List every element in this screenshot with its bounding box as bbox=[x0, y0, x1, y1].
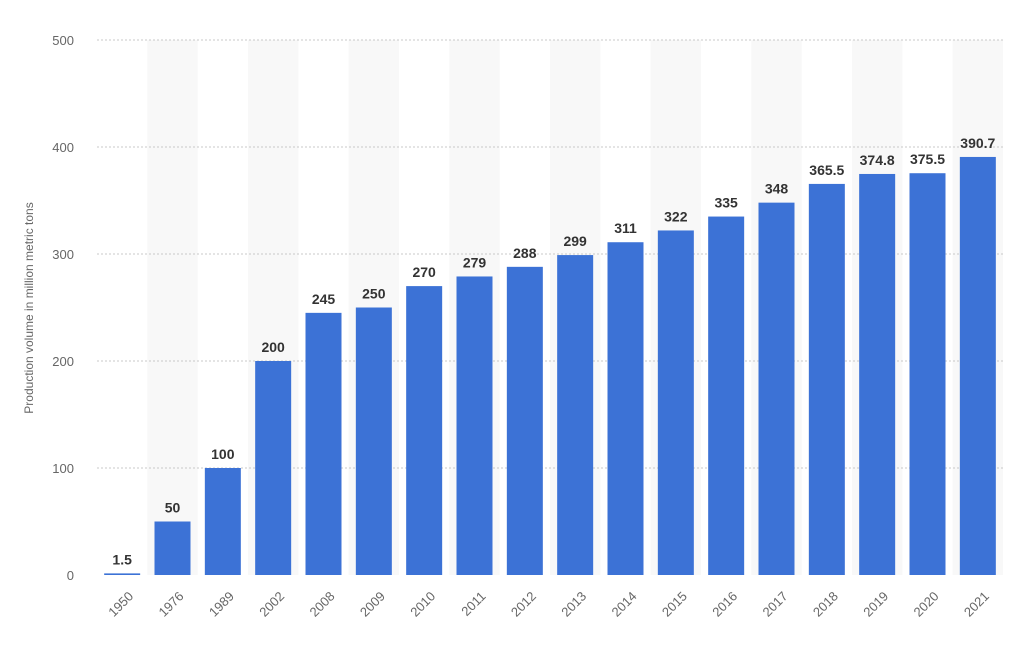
x-tick-label: 2021 bbox=[961, 589, 992, 620]
bar-1950 bbox=[104, 573, 141, 575]
x-tick-label: 2013 bbox=[558, 589, 589, 620]
x-tick-label: 2015 bbox=[659, 589, 690, 620]
bar-2010 bbox=[406, 286, 443, 575]
bar-2011 bbox=[456, 276, 493, 575]
y-tick-label: 400 bbox=[52, 140, 74, 155]
bar-2015 bbox=[657, 230, 694, 575]
gridlines bbox=[97, 39, 1003, 469]
value-label: 1.5 bbox=[112, 551, 132, 567]
x-axis-ticks: 1950 1976 1989 2002 2008 2009 2010 2011 2012 2013… bbox=[105, 589, 992, 620]
value-label: 270 bbox=[412, 264, 436, 280]
x-tick-label: 2012 bbox=[508, 589, 539, 620]
value-label: 348 bbox=[765, 181, 789, 197]
bar-2013 bbox=[557, 255, 594, 575]
y-axis-title: Production volume in million metric tons bbox=[22, 202, 36, 413]
value-label: 200 bbox=[261, 339, 285, 355]
value-labels: 1.5 50 100 200 245 250 270 279 288 299 311 322 335 34… bbox=[112, 135, 995, 567]
value-label: 250 bbox=[362, 286, 386, 302]
x-tick-label: 2008 bbox=[307, 589, 338, 620]
y-tick-label: 100 bbox=[52, 461, 74, 476]
value-label: 288 bbox=[513, 245, 537, 261]
bar-2012 bbox=[506, 266, 543, 575]
value-label: 322 bbox=[664, 208, 688, 224]
value-label: 50 bbox=[165, 500, 181, 516]
bar-2009 bbox=[355, 307, 392, 575]
x-tick-label: 1989 bbox=[206, 589, 237, 620]
x-tick-label: 2016 bbox=[709, 589, 740, 620]
bar-2002 bbox=[255, 361, 292, 575]
x-tick-label: 2018 bbox=[810, 589, 841, 620]
bar-2021 bbox=[959, 156, 996, 576]
value-label: 245 bbox=[312, 291, 336, 307]
x-tick-label: 2019 bbox=[860, 589, 891, 620]
x-tick-label: 2002 bbox=[256, 589, 287, 620]
bar-2014 bbox=[607, 242, 644, 576]
value-label: 100 bbox=[211, 446, 235, 462]
value-label: 311 bbox=[614, 220, 637, 236]
y-axis-ticks: 0 100 200 300 400 500 bbox=[52, 33, 74, 583]
bar-2008 bbox=[305, 312, 342, 575]
value-label: 375.5 bbox=[910, 151, 945, 167]
bar-2017 bbox=[758, 202, 795, 575]
x-tick-label: 2010 bbox=[407, 589, 438, 620]
y-tick-label: 0 bbox=[67, 568, 74, 583]
value-label: 365.5 bbox=[809, 162, 844, 178]
band-1976 bbox=[147, 40, 198, 575]
x-tick-label: 2014 bbox=[609, 589, 640, 620]
x-tick-label: 2011 bbox=[458, 589, 488, 619]
bar-1989 bbox=[204, 468, 241, 575]
value-label: 279 bbox=[463, 254, 487, 270]
bar-2019 bbox=[859, 173, 896, 576]
bar-2016 bbox=[708, 216, 745, 576]
value-label: 374.8 bbox=[860, 152, 895, 168]
value-label: 299 bbox=[563, 233, 587, 249]
x-tick-label: 1976 bbox=[156, 589, 187, 620]
y-tick-label: 300 bbox=[52, 247, 74, 262]
bar-2018 bbox=[808, 183, 845, 576]
value-label: 335 bbox=[714, 195, 738, 211]
x-tick-label: 2009 bbox=[357, 589, 388, 620]
bars bbox=[104, 156, 996, 576]
x-tick-label: 2017 bbox=[760, 589, 791, 620]
bar-1976 bbox=[154, 521, 191, 575]
y-tick-label: 500 bbox=[52, 33, 74, 48]
bar-2020 bbox=[909, 173, 946, 575]
value-label: 390.7 bbox=[960, 135, 995, 151]
y-tick-label: 200 bbox=[52, 354, 74, 369]
x-tick-label: 2020 bbox=[911, 589, 942, 620]
x-tick-label: 1950 bbox=[105, 589, 136, 620]
